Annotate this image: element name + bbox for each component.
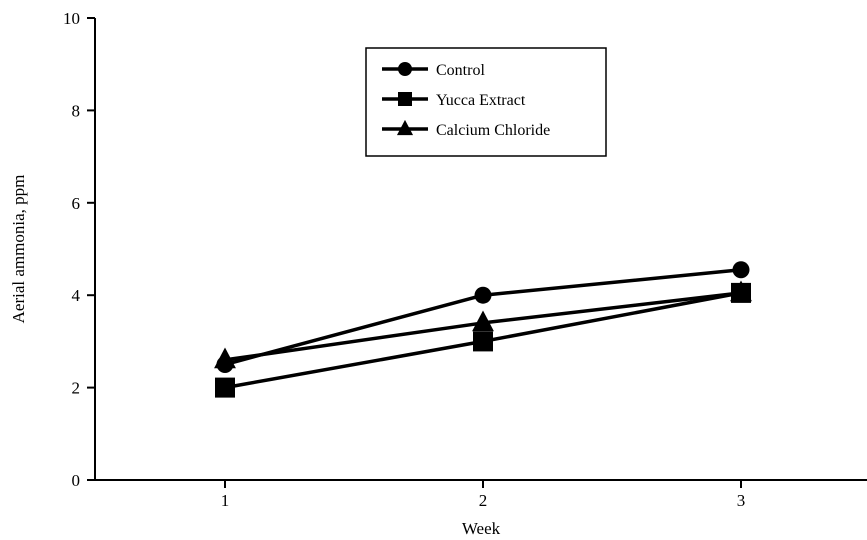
legend-marker-square: [398, 92, 412, 106]
data-point-circle: [474, 286, 492, 304]
y-tick-label: 4: [72, 286, 81, 305]
data-point-square: [215, 377, 235, 398]
legend-label: Control: [436, 62, 485, 79]
axes: [94, 18, 867, 481]
data-point-square: [473, 331, 493, 352]
y-tick-label: 8: [72, 101, 81, 120]
legend: Control Yucca Extract Calcium Chloride: [365, 47, 607, 157]
y-tick-label: 0: [72, 471, 81, 490]
legend-marker-triangle: [396, 119, 414, 136]
y-ticks: 0 2 4 6 8 10: [63, 9, 95, 490]
x-tick-label: 1: [221, 491, 230, 510]
data-point-triangle: [730, 280, 752, 302]
x-tick-label: 3: [737, 491, 746, 510]
y-tick-label: 6: [72, 194, 81, 213]
series-calcium-chloride: [214, 280, 752, 369]
legend-item-yucca-extract: Yucca Extract: [382, 92, 526, 109]
legend-label: Calcium Chloride: [436, 122, 550, 139]
data-point-circle: [732, 261, 750, 279]
y-axis-label: Aerial ammonia, ppm: [9, 175, 28, 324]
y-tick-label: 2: [72, 379, 81, 398]
legend-label: Yucca Extract: [436, 92, 526, 109]
x-axis-label: Week: [462, 519, 501, 538]
data-point-triangle: [472, 310, 494, 332]
x-tick-label: 2: [479, 491, 488, 510]
data-point-triangle: [214, 347, 236, 369]
legend-item-control: Control: [382, 62, 485, 79]
y-tick-label: 10: [63, 9, 80, 28]
series-layer: [214, 261, 752, 398]
legend-marker-circle: [398, 62, 412, 76]
x-ticks: 1 2 3: [221, 480, 746, 510]
legend-items: Control Yucca Extract Calcium Chloride: [382, 62, 550, 139]
legend-item-calcium-chloride: Calcium Chloride: [382, 119, 550, 139]
